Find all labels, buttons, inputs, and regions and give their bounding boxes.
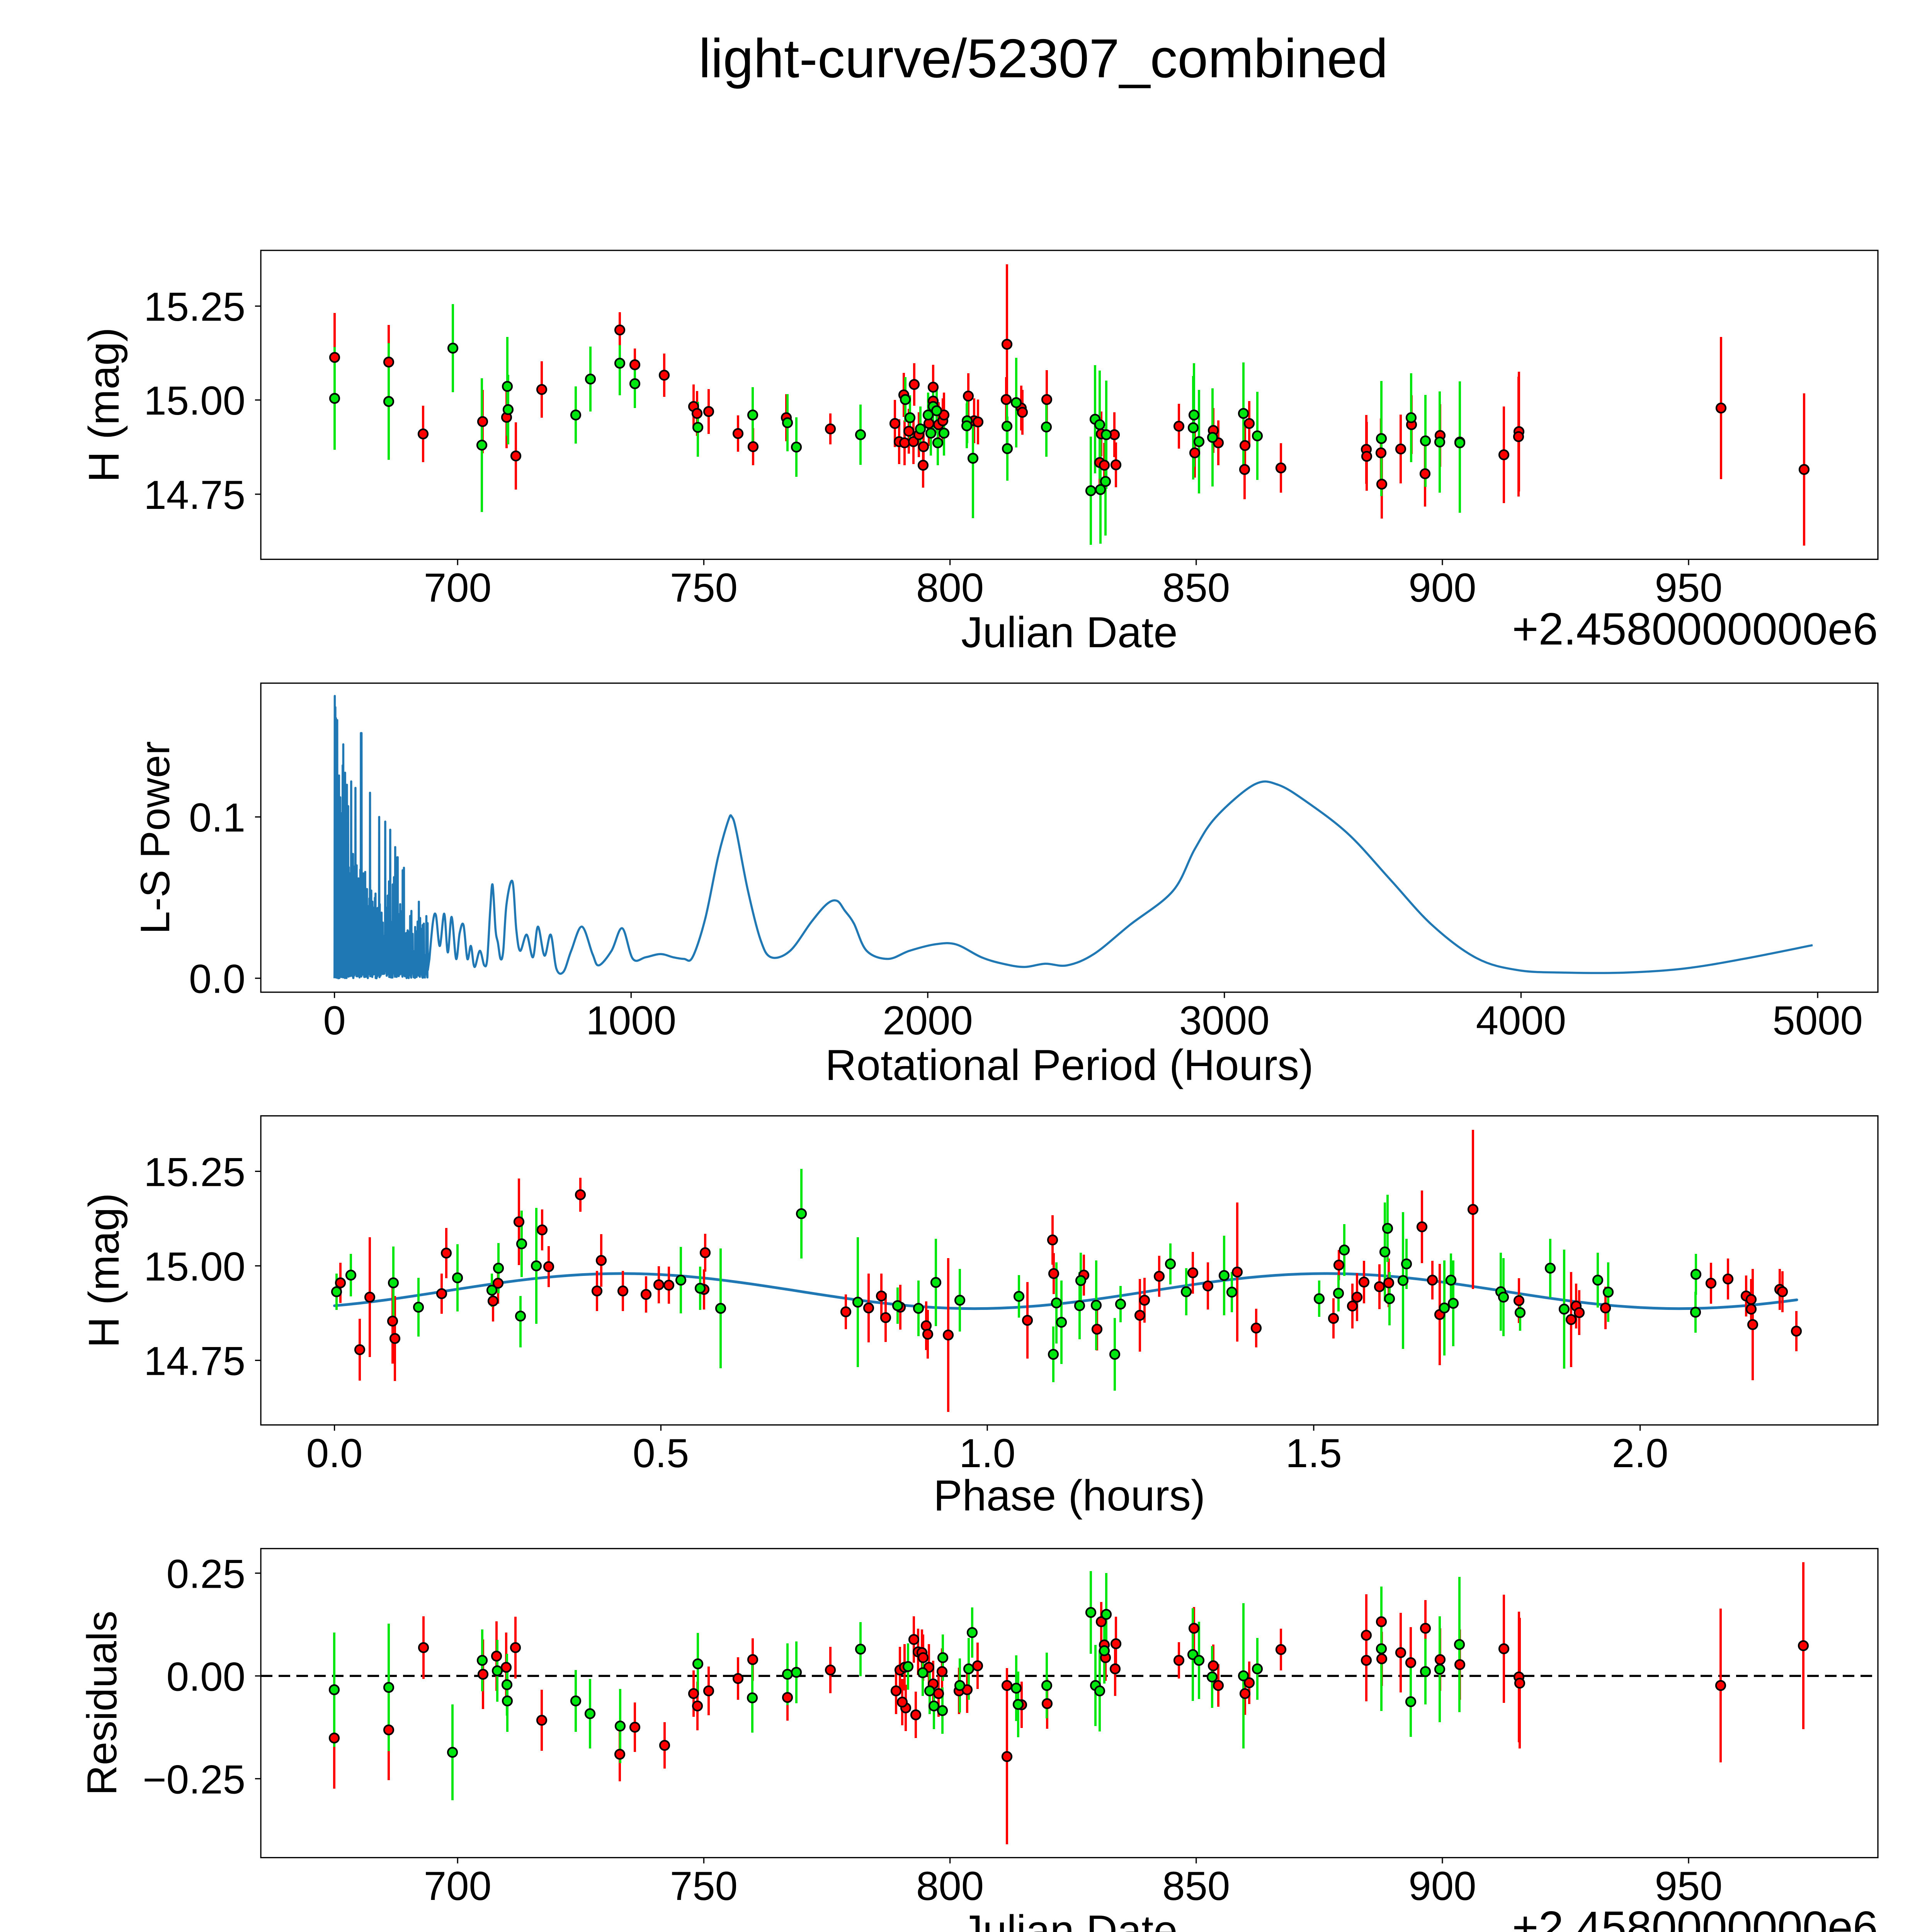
svg-text:light-curve/52307_combined: light-curve/52307_combined [699,28,1388,89]
svg-text:1000: 1000 [586,998,677,1043]
svg-text:2.0: 2.0 [1612,1431,1668,1476]
svg-text:Phase (hours): Phase (hours) [934,1471,1205,1520]
svg-text:850: 850 [1162,565,1230,611]
svg-text:0.5: 0.5 [633,1431,689,1476]
svg-text:Residuals: Residuals [78,1611,126,1796]
svg-text:800: 800 [916,1864,984,1909]
svg-text:800: 800 [916,565,984,611]
svg-text:14.75: 14.75 [144,1339,245,1384]
svg-text:700: 700 [424,565,492,611]
svg-text:H (mag): H (mag) [80,327,128,482]
svg-text:0.0: 0.0 [306,1431,363,1476]
svg-text:15.00: 15.00 [144,1244,245,1289]
svg-text:2000: 2000 [883,998,973,1043]
svg-text:950: 950 [1655,1864,1722,1909]
svg-text:0.1: 0.1 [189,795,245,840]
svg-text:750: 750 [670,565,738,611]
svg-text:4000: 4000 [1476,998,1566,1043]
svg-text:15.25: 15.25 [144,1150,245,1195]
svg-text:3000: 3000 [1179,998,1270,1043]
svg-text:Julian Date: Julian Date [961,1906,1177,1932]
svg-text:−0.25: −0.25 [143,1757,245,1802]
svg-text:H (mag): H (mag) [80,1193,128,1348]
svg-text:0.25: 0.25 [167,1551,245,1597]
svg-text:14.75: 14.75 [144,473,245,518]
svg-text:0.0: 0.0 [189,957,245,1002]
svg-text:0.00: 0.00 [167,1654,245,1699]
svg-text:700: 700 [424,1864,492,1909]
svg-text:900: 900 [1408,565,1476,611]
svg-text:1.0: 1.0 [959,1431,1015,1476]
svg-text:+2.4580000000e6: +2.4580000000e6 [1512,1902,1878,1932]
svg-text:15.25: 15.25 [144,284,245,330]
svg-text:1.5: 1.5 [1286,1431,1342,1476]
svg-text:+2.4580000000e6: +2.4580000000e6 [1512,604,1878,654]
svg-text:0: 0 [323,998,345,1043]
svg-text:950: 950 [1655,565,1722,611]
svg-text:Rotational Period (Hours): Rotational Period (Hours) [825,1041,1314,1089]
svg-text:15.00: 15.00 [144,378,245,423]
svg-text:5000: 5000 [1772,998,1863,1043]
svg-text:L-S Power: L-S Power [132,741,178,934]
svg-text:750: 750 [670,1864,738,1909]
svg-text:850: 850 [1162,1864,1230,1909]
svg-text:900: 900 [1408,1864,1476,1909]
svg-text:Julian Date: Julian Date [961,608,1177,656]
